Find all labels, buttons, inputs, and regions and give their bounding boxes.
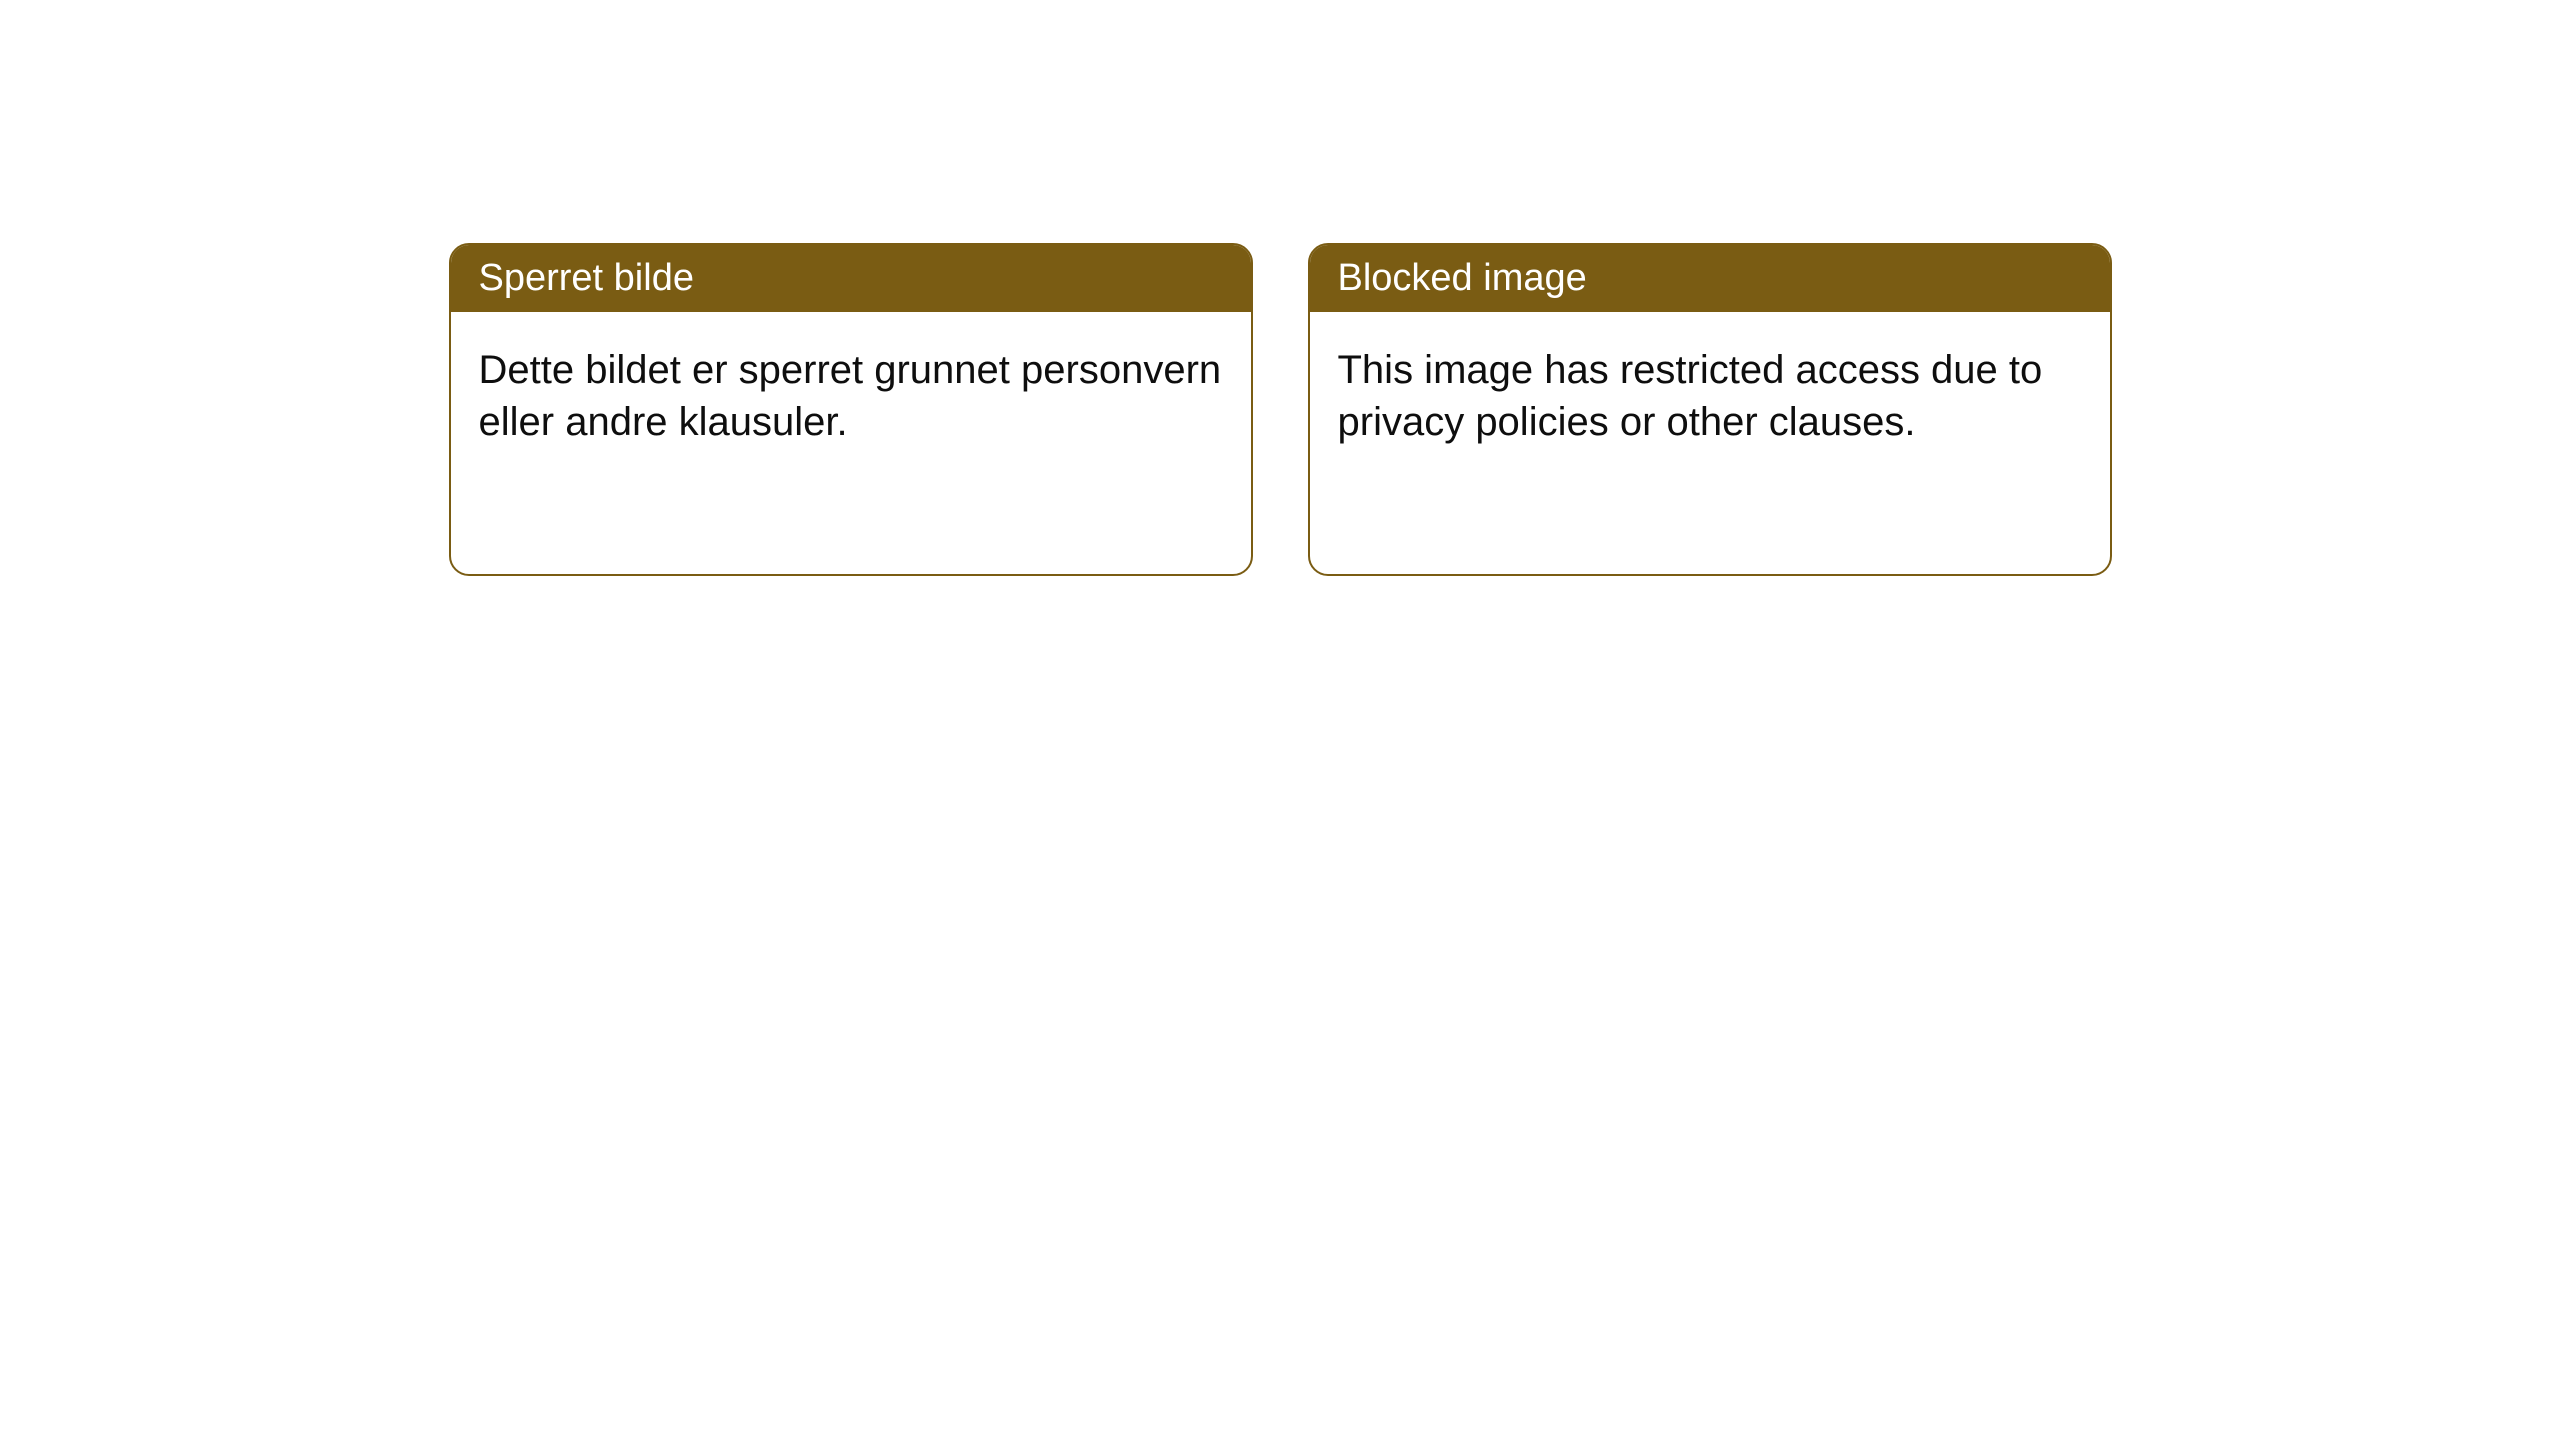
notice-body-text: Dette bildet er sperret grunnet personve… bbox=[479, 348, 1222, 444]
notice-body: Dette bildet er sperret grunnet personve… bbox=[451, 312, 1251, 480]
notice-cards-container: Sperret bilde Dette bildet er sperret gr… bbox=[449, 243, 2112, 576]
notice-card-english: Blocked image This image has restricted … bbox=[1308, 243, 2112, 576]
notice-card-norwegian: Sperret bilde Dette bildet er sperret gr… bbox=[449, 243, 1253, 576]
notice-title-text: Blocked image bbox=[1338, 257, 1587, 299]
notice-body-text: This image has restricted access due to … bbox=[1338, 348, 2043, 444]
notice-header: Sperret bilde bbox=[451, 245, 1251, 312]
notice-header: Blocked image bbox=[1310, 245, 2110, 312]
notice-title-text: Sperret bilde bbox=[479, 257, 694, 299]
notice-body: This image has restricted access due to … bbox=[1310, 312, 2110, 480]
